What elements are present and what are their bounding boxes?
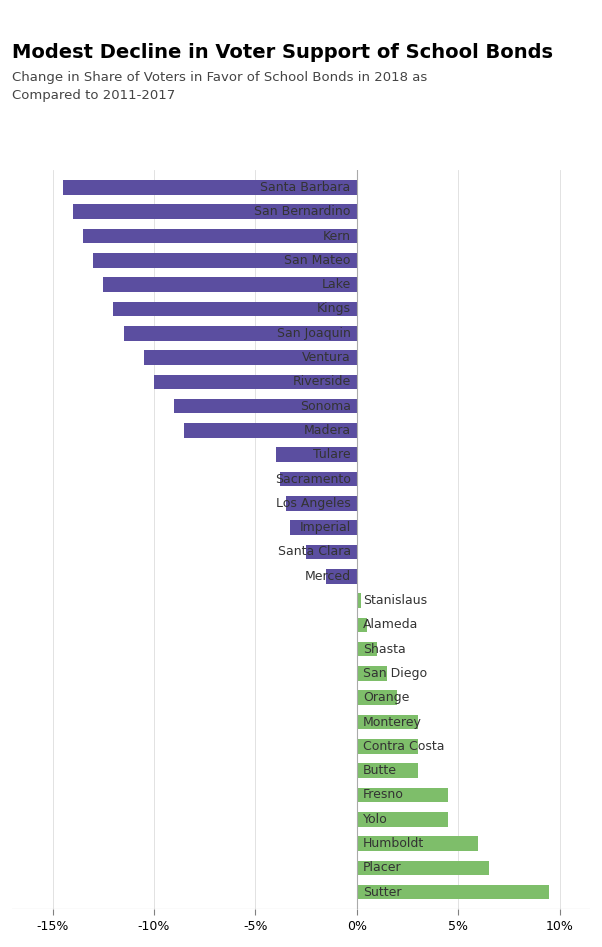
Bar: [154, 375, 357, 389]
Text: Shasta: Shasta: [363, 643, 406, 655]
Text: Yolo: Yolo: [363, 813, 388, 826]
Text: Los Angeles: Los Angeles: [276, 497, 351, 509]
Bar: [357, 715, 418, 729]
Text: Orange: Orange: [363, 691, 409, 705]
Text: Monterey: Monterey: [363, 716, 422, 728]
Bar: [326, 569, 357, 583]
Text: Kern: Kern: [323, 229, 351, 242]
Text: Modest Decline in Voter Support of School Bonds: Modest Decline in Voter Support of Schoo…: [12, 43, 553, 62]
Bar: [357, 812, 448, 827]
Text: Alameda: Alameda: [363, 618, 418, 632]
Bar: [174, 399, 357, 414]
Text: Contra Costa: Contra Costa: [363, 740, 444, 753]
Bar: [280, 472, 357, 487]
Text: San Mateo: San Mateo: [284, 254, 351, 267]
Bar: [357, 642, 377, 656]
Bar: [357, 593, 361, 608]
Text: Fresno: Fresno: [363, 789, 404, 801]
Text: San Bernardino: San Bernardino: [254, 205, 351, 218]
Text: Humboldt: Humboldt: [363, 837, 424, 850]
Bar: [63, 180, 357, 195]
Bar: [357, 836, 479, 850]
Text: Butte: Butte: [363, 764, 397, 777]
Bar: [113, 302, 357, 316]
Text: Sutter: Sutter: [363, 885, 402, 899]
Bar: [306, 545, 357, 560]
Bar: [123, 326, 357, 341]
Text: Tulare: Tulare: [313, 448, 351, 461]
Text: Madera: Madera: [303, 424, 351, 437]
Bar: [357, 884, 550, 900]
Text: San Diego: San Diego: [363, 667, 427, 680]
Bar: [357, 617, 367, 633]
Bar: [184, 423, 357, 438]
Text: Placer: Placer: [363, 862, 402, 874]
Text: Merced: Merced: [305, 570, 351, 582]
Text: Santa Barbara: Santa Barbara: [261, 181, 351, 194]
Bar: [73, 205, 357, 219]
Text: Kings: Kings: [317, 302, 351, 315]
Text: Change in Share of Voters in Favor of School Bonds in 2018 as
Compared to 2011-2: Change in Share of Voters in Favor of Sc…: [12, 71, 427, 102]
Bar: [357, 788, 448, 802]
Bar: [357, 666, 387, 681]
Bar: [104, 277, 357, 292]
Bar: [83, 229, 357, 243]
Text: Imperial: Imperial: [299, 521, 351, 534]
Bar: [357, 690, 397, 705]
Bar: [357, 763, 418, 777]
Text: Lake: Lake: [321, 278, 351, 291]
Text: Ventura: Ventura: [302, 351, 351, 364]
Bar: [276, 447, 357, 462]
Bar: [290, 520, 357, 535]
Text: Stanislaus: Stanislaus: [363, 594, 427, 607]
Bar: [357, 739, 418, 754]
Text: Santa Clara: Santa Clara: [278, 545, 351, 559]
Bar: [357, 861, 489, 875]
Text: San Joaquin: San Joaquin: [277, 327, 351, 340]
Bar: [144, 350, 357, 365]
Text: Sacramento: Sacramento: [275, 473, 351, 486]
Bar: [93, 253, 357, 268]
Text: Sonoma: Sonoma: [300, 400, 351, 413]
Bar: [286, 496, 357, 510]
Text: Riverside: Riverside: [293, 375, 351, 388]
